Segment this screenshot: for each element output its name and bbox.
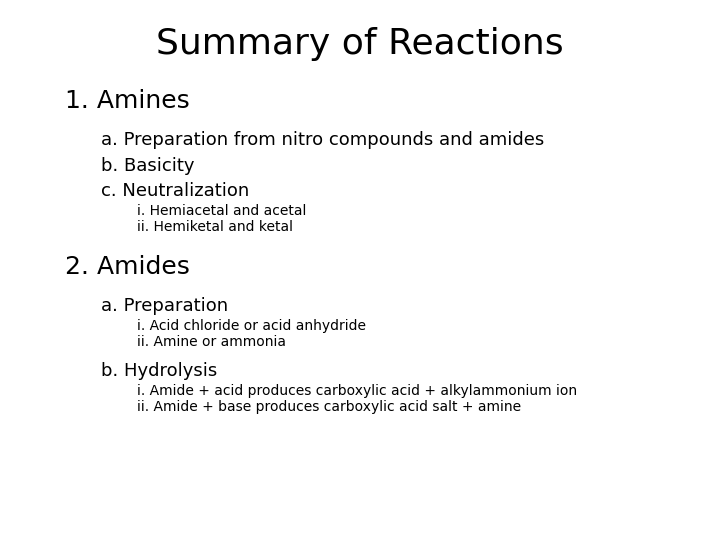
Text: ii. Amine or ammonia: ii. Amine or ammonia [137,335,286,349]
Text: i. Hemiacetal and acetal: i. Hemiacetal and acetal [137,204,306,218]
Text: Summary of Reactions: Summary of Reactions [156,27,564,61]
Text: 1. Amines: 1. Amines [65,89,189,113]
Text: a. Preparation: a. Preparation [101,297,228,315]
Text: 2. Amides: 2. Amides [65,255,189,279]
Text: a. Preparation from nitro compounds and amides: a. Preparation from nitro compounds and … [101,131,544,149]
Text: ii. Amide + base produces carboxylic acid salt + amine: ii. Amide + base produces carboxylic aci… [137,400,521,414]
Text: b. Basicity: b. Basicity [101,157,194,174]
Text: b. Hydrolysis: b. Hydrolysis [101,362,217,380]
Text: i. Acid chloride or acid anhydride: i. Acid chloride or acid anhydride [137,319,366,333]
Text: ii. Hemiketal and ketal: ii. Hemiketal and ketal [137,220,293,234]
Text: i. Amide + acid produces carboxylic acid + alkylammonium ion: i. Amide + acid produces carboxylic acid… [137,384,577,398]
Text: c. Neutralization: c. Neutralization [101,182,249,200]
